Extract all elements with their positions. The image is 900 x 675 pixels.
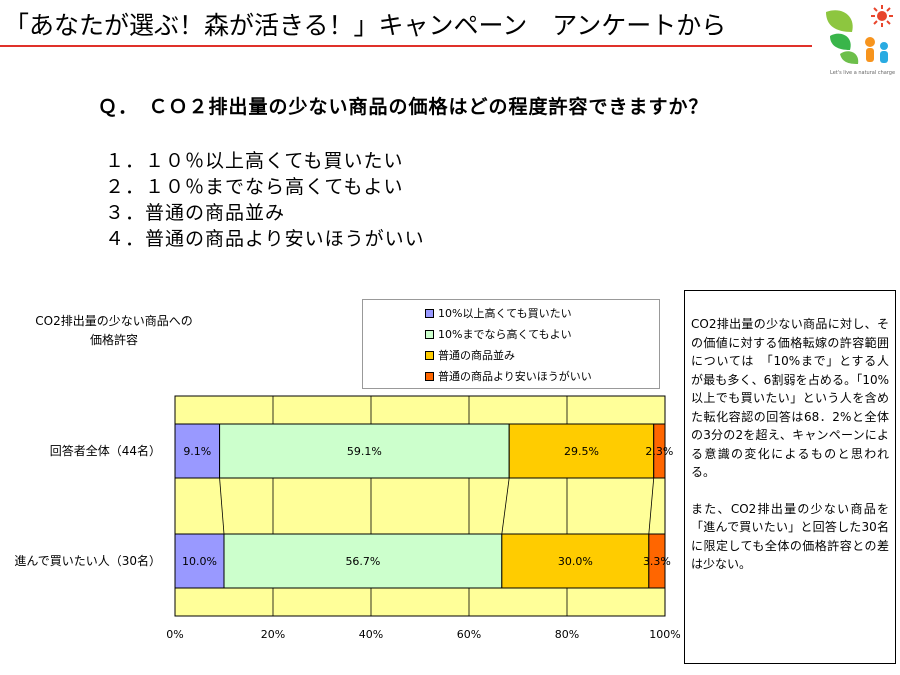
option-item: １．１０％以上高くても買いたい bbox=[105, 150, 404, 172]
bar-segment bbox=[501, 533, 650, 589]
data-label: 56.7% bbox=[345, 555, 380, 568]
legend-label: 普通の商品より安いほうがいい bbox=[438, 370, 592, 383]
data-label: 3.3% bbox=[643, 555, 671, 568]
sun-icon bbox=[871, 5, 893, 27]
chart-title: CO2排出量の少ない商品への 価格許容 bbox=[14, 312, 214, 350]
legend-entry: 10%までなら高くてもよい bbox=[425, 326, 572, 342]
x-tick-label: 20% bbox=[261, 628, 285, 641]
people-icon bbox=[865, 37, 888, 63]
bar-segment bbox=[223, 533, 503, 589]
series-connector-line bbox=[219, 477, 225, 535]
option-item: ２．１０％までなら高くてもよい bbox=[105, 176, 404, 198]
category-label: 進んで買いたい人（30名） bbox=[14, 553, 161, 568]
stacked-bar-chart: 9.1% 59.1% 29.5% 2.3% 回答者全体（44名） 10.0% 56.7% 30… bbox=[14, 395, 681, 641]
campaign-logo bbox=[826, 5, 893, 64]
category-label: 回答者全体（44名） bbox=[50, 443, 161, 458]
legend-swatch bbox=[425, 308, 434, 318]
title-divider bbox=[0, 45, 812, 47]
legend-entry: 普通の商品より安いほうがいい bbox=[425, 368, 592, 384]
leaf-icon bbox=[826, 10, 859, 64]
chart-title-line: 価格許容 bbox=[89, 333, 138, 347]
bar-segment bbox=[174, 533, 225, 589]
commentary-paragraph: また、CO2排出量の少ない商品を「進んで買いたい」と回答した30名に限定しても全… bbox=[691, 501, 889, 572]
chart-legend: 10%以上高くても買いたい 10%までなら高くてもよい 普通の商品並み 普通の商… bbox=[362, 299, 660, 389]
legend-swatch bbox=[425, 350, 434, 360]
legend-swatch bbox=[425, 329, 434, 339]
legend-label: 10%以上高くても買いたい bbox=[438, 307, 572, 320]
option-item: ３．普通の商品並み bbox=[105, 202, 286, 224]
data-label: 9.1% bbox=[183, 445, 211, 458]
legend-swatch bbox=[425, 371, 434, 381]
data-label: 29.5% bbox=[564, 445, 599, 458]
bar-segment bbox=[174, 423, 221, 479]
data-label: 10.0% bbox=[182, 555, 217, 568]
x-tick-label: 80% bbox=[555, 628, 579, 641]
x-tick-label: 0% bbox=[166, 628, 183, 641]
logo-caption: Let's live a natural charge bbox=[830, 70, 896, 76]
legend-label: 普通の商品並み bbox=[438, 349, 515, 362]
x-tick-label: 40% bbox=[359, 628, 383, 641]
page-title: 「あなたが選ぶ！森が活きる！」キャンペーン アンケートから bbox=[4, 11, 727, 40]
commentary-paragraph: CO2排出量の少ない商品に対し、その価値に対する価格転嫁の許容範囲については 「… bbox=[691, 317, 889, 479]
series-connector-line bbox=[648, 477, 655, 535]
bar-segment bbox=[648, 533, 666, 589]
commentary-box: CO2排出量の少ない商品に対し、その価値に対する価格転嫁の許容範囲については 「… bbox=[684, 290, 896, 664]
legend-label: 10%までなら高くてもよい bbox=[438, 328, 572, 341]
x-tick-label: 100% bbox=[649, 628, 680, 641]
x-tick-label: 60% bbox=[457, 628, 481, 641]
legend-entry: 10%以上高くても買いたい bbox=[425, 305, 572, 321]
survey-question: Ｑ． ＣＯ２排出量の少ない商品の価格はどの程度許容できますか？ bbox=[98, 96, 709, 118]
data-label: 30.0% bbox=[558, 555, 593, 568]
data-label: 59.1% bbox=[347, 445, 382, 458]
option-item: ４．普通の商品より安いほうがいい bbox=[105, 228, 425, 250]
bar-segment bbox=[219, 423, 510, 479]
legend-entry: 普通の商品並み bbox=[425, 347, 515, 363]
series-connector-line bbox=[501, 477, 510, 535]
answer-options: １．１０％以上高くても買いたい ２．１０％までなら高くてもよい ３．普通の商品並… bbox=[105, 148, 425, 252]
bar-segment bbox=[508, 423, 655, 479]
data-label: 2.3% bbox=[645, 445, 673, 458]
bar-segment bbox=[653, 423, 666, 479]
chart-title-line: CO2排出量の少ない商品への bbox=[35, 314, 193, 328]
